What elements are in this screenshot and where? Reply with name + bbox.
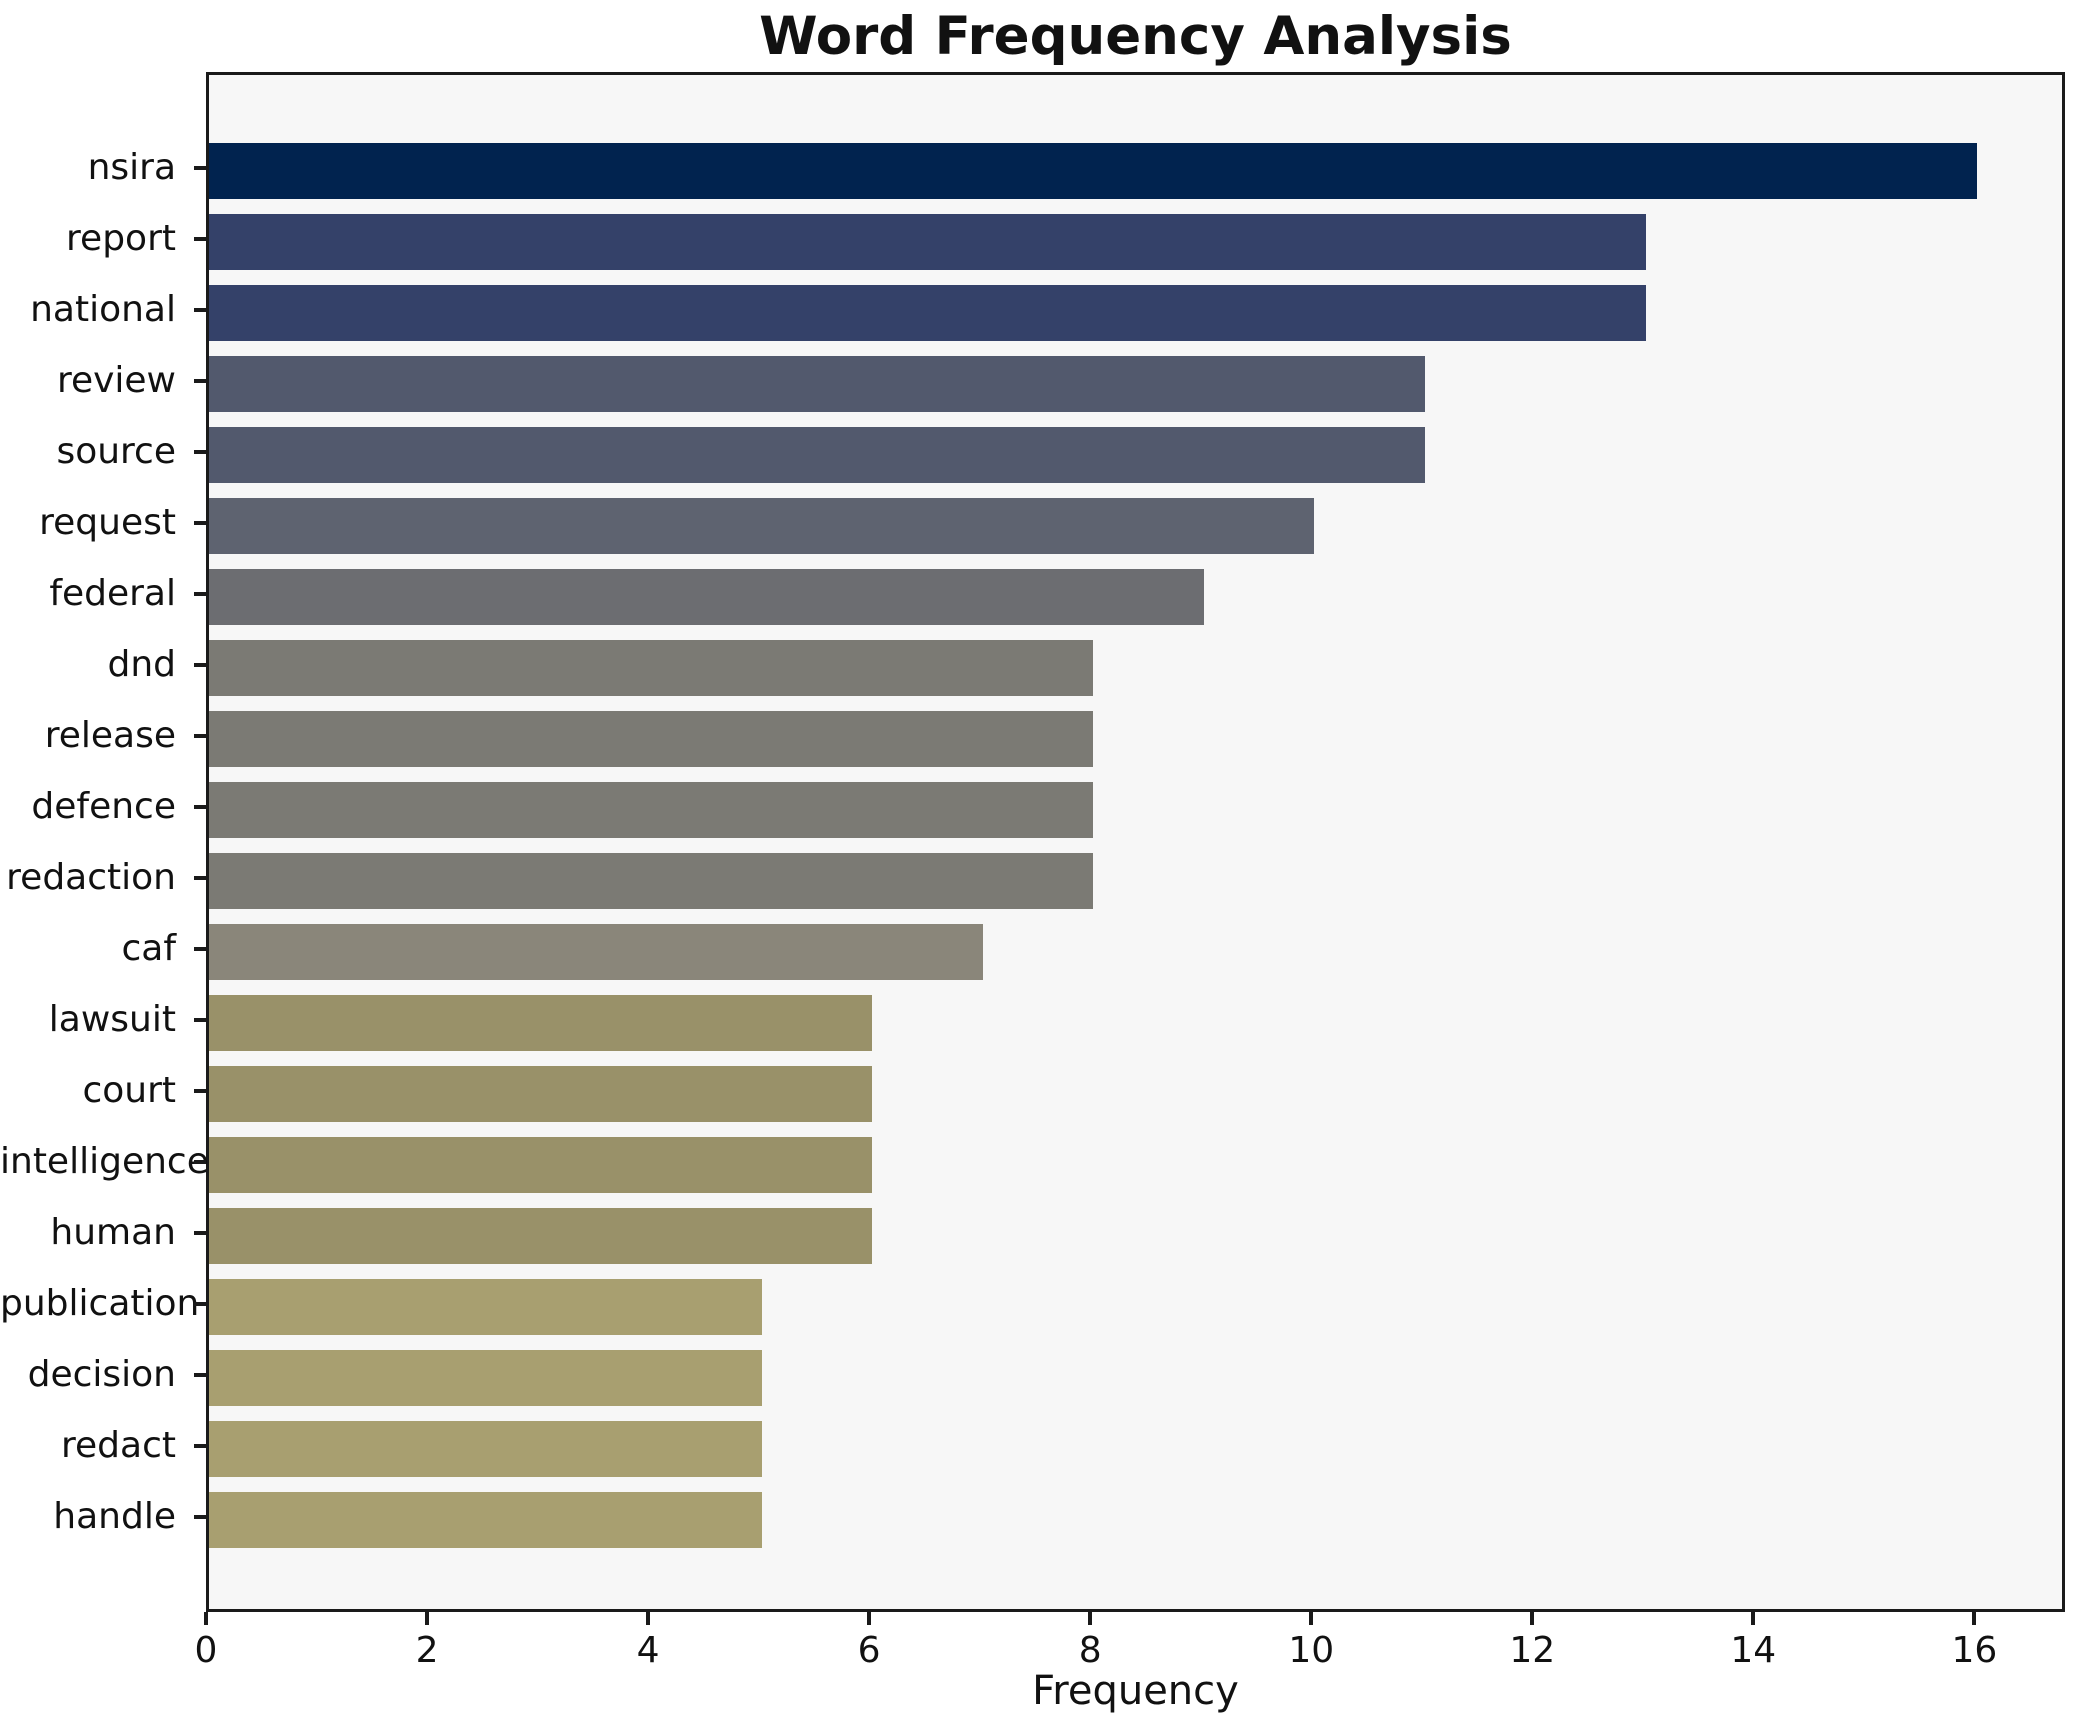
x-tick-label-0: 0 [194,1630,218,1671]
chart-title: Word Frequency Analysis [759,6,1512,67]
y-label-release: release [44,715,176,756]
y-label-redaction: redaction [6,857,176,898]
bar-redact [209,1421,762,1477]
x-tick-label-8: 8 [1078,1630,1102,1671]
y-label-redact: redact [61,1425,176,1466]
x-tick-label-10: 10 [1288,1630,1335,1671]
y-label-caf: caf [121,928,176,969]
y-label-nsira: nsira [87,147,176,188]
bar-court [209,1066,873,1122]
y-label-federal: federal [49,573,176,614]
y-label-lawsuit: lawsuit [48,999,176,1040]
plot-area [206,72,2065,1612]
x-tick-mark [867,1612,872,1625]
y-tick-mark [194,1515,206,1519]
y-tick-mark [194,805,206,809]
x-axis-title: Frequency [1032,1668,1239,1714]
y-tick-mark [194,947,206,951]
y-label-dnd: dnd [107,644,176,685]
bar-nsira [209,143,1978,199]
bar-lawsuit [209,995,873,1051]
x-tick-mark [1309,1612,1314,1625]
y-tick-mark [194,521,206,525]
bar-intelligence [209,1137,873,1193]
y-label-request: request [39,502,176,543]
bar-defence [209,782,1094,838]
y-tick-mark [194,663,206,667]
y-tick-mark [194,876,206,880]
x-tick-label-12: 12 [1509,1630,1556,1671]
y-tick-mark [194,734,206,738]
y-label-source: source [56,431,176,472]
bar-review [209,356,1425,412]
y-label-handle: handle [53,1496,176,1537]
y-label-national: national [30,289,176,330]
y-label-decision: decision [27,1354,176,1395]
bar-decision [209,1350,762,1406]
bar-request [209,498,1315,554]
x-tick-mark [1088,1612,1093,1625]
x-tick-mark [204,1612,208,1625]
x-tick-label-2: 2 [415,1630,439,1671]
y-label-defence: defence [31,786,176,827]
y-tick-mark [194,450,206,454]
bar-release [209,711,1094,767]
bar-federal [209,569,1204,625]
bar-national [209,285,1646,341]
bar-publication [209,1279,762,1335]
x-tick-label-6: 6 [857,1630,881,1671]
bar-redaction [209,853,1094,909]
bar-handle [209,1492,762,1548]
y-tick-mark [194,1373,206,1377]
x-tick-mark [425,1612,430,1625]
y-label-human: human [50,1212,176,1253]
y-tick-mark [194,592,206,596]
y-tick-mark [194,1160,206,1164]
y-tick-mark [194,379,206,383]
y-label-publication: publication [0,1283,200,1324]
y-tick-mark [194,166,206,170]
bar-dnd [209,640,1094,696]
bar-source [209,427,1425,483]
x-tick-mark [1530,1612,1535,1625]
bar-caf [209,924,983,980]
y-axis-labels: nsira report national review source request fe… [0,72,209,1612]
x-tick-mark [1972,1612,1977,1625]
y-tick-mark [194,1231,206,1235]
x-tick-label-4: 4 [636,1630,660,1671]
x-tick-mark [1751,1612,1756,1625]
bar-human [209,1208,873,1264]
y-tick-mark [194,1089,206,1093]
bar-report [209,214,1646,270]
y-label-report: report [66,218,176,259]
y-tick-mark [194,308,206,312]
y-tick-mark [194,1444,206,1448]
x-tick-label-16: 16 [1951,1630,1998,1671]
y-tick-mark [194,1018,206,1022]
x-tick-mark [646,1612,651,1625]
y-label-review: review [56,360,176,401]
y-label-court: court [82,1070,176,1111]
y-label-intelligence: intelligence [0,1141,209,1182]
y-tick-mark [194,1302,206,1306]
y-tick-mark [194,237,206,241]
x-tick-label-14: 14 [1730,1630,1777,1671]
